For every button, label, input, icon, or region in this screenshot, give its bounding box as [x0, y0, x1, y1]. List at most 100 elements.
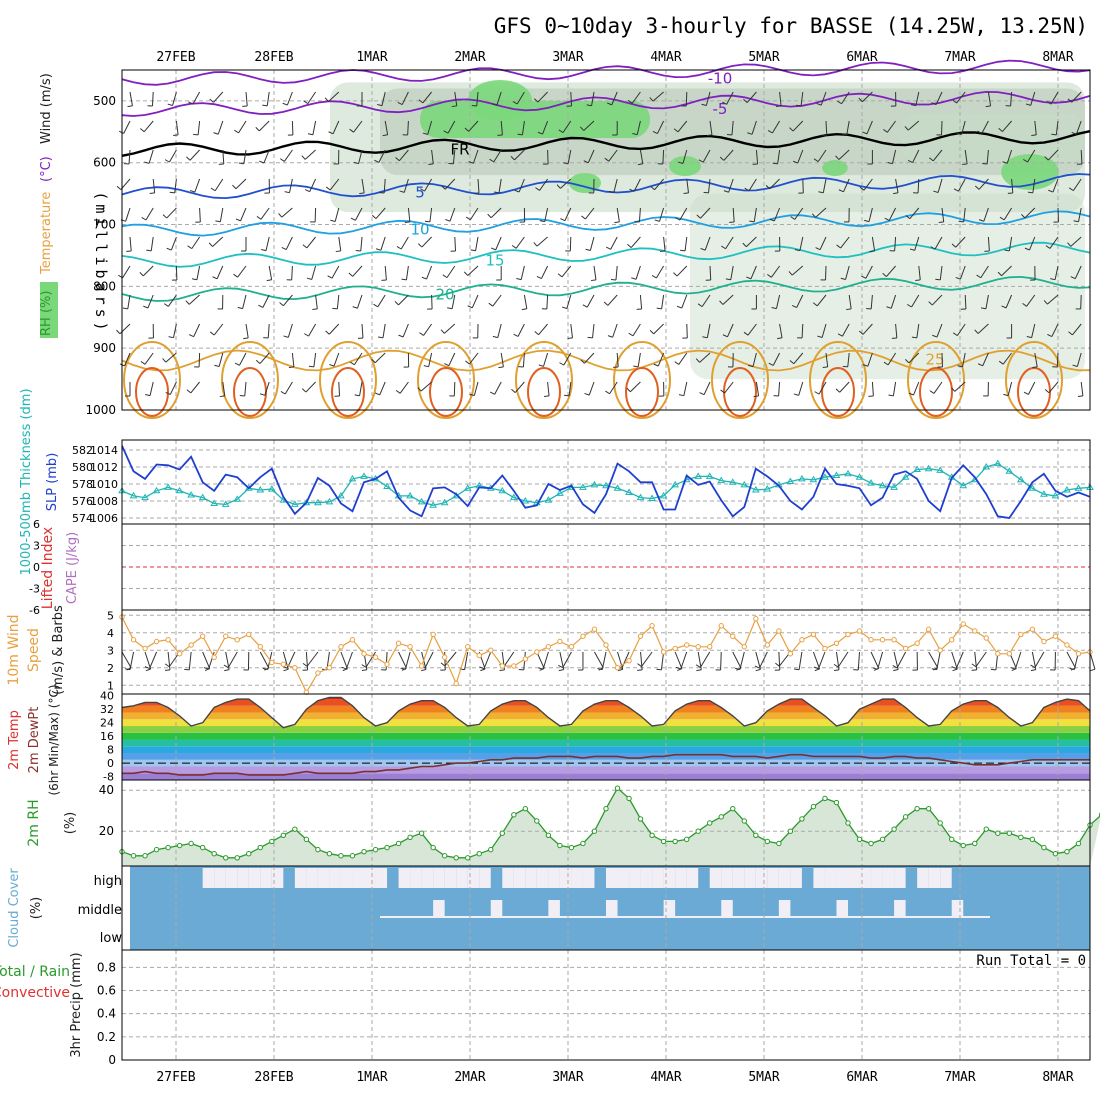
- wind-barb-flag: [514, 189, 520, 193]
- wind-barb-flag: [511, 388, 516, 393]
- wind-barb-flag: [744, 187, 750, 192]
- wind-barb-flag: [928, 301, 933, 306]
- thickness-point: [728, 478, 737, 485]
- wind-barb-flag: [325, 330, 330, 335]
- date-tick-label-bottom: 1MAR: [356, 1070, 387, 1085]
- wind-barb: [609, 381, 618, 395]
- wind-barb-flag: [998, 127, 1003, 132]
- wind-barb-flag: [516, 278, 522, 281]
- thickness-tick-label: 582: [72, 444, 93, 457]
- wind-barb: [423, 323, 433, 336]
- wind-barb-flag: [953, 188, 959, 192]
- cloud-middle-block: [778, 900, 791, 918]
- wind-barb-flag: [325, 186, 331, 191]
- wind-barb: [812, 651, 821, 670]
- slp-tick-label: 1012: [90, 461, 118, 474]
- wind-barb-flag: [306, 277, 312, 280]
- thickness-point: [164, 483, 172, 490]
- wind-barb: [265, 236, 270, 251]
- isotherm-line: [121, 130, 1091, 157]
- wind-barb-flag: [603, 301, 609, 306]
- wind-barb: [1047, 149, 1059, 161]
- wind-barb-flag: [341, 666, 347, 670]
- wind-barb: [755, 651, 761, 670]
- wind-barb-flag: [193, 133, 199, 136]
- wind-barb: [1024, 207, 1036, 219]
- cloud-high-block: [894, 868, 906, 888]
- wind-barb: [818, 651, 826, 669]
- wind-barb: [515, 236, 525, 249]
- wind-barb: [191, 236, 201, 249]
- thickness-point: [602, 481, 610, 489]
- wind-barb: [284, 381, 293, 395]
- wind-barb: [238, 352, 247, 366]
- slp-tick-label: 1006: [90, 512, 118, 525]
- wind-barb-flag: [538, 364, 544, 367]
- wind-barb: [961, 120, 966, 135]
- rh-point: [718, 814, 724, 820]
- wind-axis-label-line3: (m/s) & Barbs: [51, 605, 66, 695]
- wind-barb-flag: [511, 244, 517, 249]
- wind-speed-point: [522, 656, 529, 662]
- rh-point: [845, 820, 851, 826]
- cloud-high-block: [421, 868, 434, 888]
- wind-speed-point: [591, 626, 598, 632]
- wind-barb: [356, 294, 363, 309]
- wind-barb: [521, 120, 525, 135]
- cloud-high-block: [317, 868, 330, 888]
- wind-barb-flag: [537, 131, 543, 135]
- thickness-point: [648, 494, 656, 501]
- wind-barb: [1001, 265, 1012, 277]
- wind-barb-flag: [421, 276, 427, 280]
- wind-barb: [1066, 651, 1076, 669]
- wind-barb: [243, 149, 247, 164]
- wind-speed-point: [833, 640, 840, 646]
- wind-speed-point: [891, 637, 897, 643]
- wind-barb-flag: [951, 243, 956, 248]
- wind-barb: [916, 323, 920, 338]
- rh-point: [223, 855, 229, 861]
- thickness-point: [993, 459, 1002, 467]
- wind-barb-flag: [862, 131, 868, 135]
- wind-barb-flag: [255, 127, 260, 132]
- wind-barb-flag: [373, 303, 379, 308]
- thickness-point: [659, 491, 668, 499]
- rh-point: [776, 840, 782, 847]
- wind-barb-flag: [468, 161, 474, 164]
- rh-point: [1018, 834, 1024, 841]
- wind-barb: [794, 207, 804, 220]
- wind-barb-flag: [649, 330, 655, 335]
- isotherm-loop: [233, 367, 267, 417]
- wind-barb: [560, 178, 572, 189]
- thickness-tick-label: 574: [72, 512, 93, 525]
- wind-barb: [306, 651, 319, 667]
- cloud-high-block: [940, 868, 952, 888]
- wind-barb: [704, 236, 711, 251]
- rh-point: [591, 828, 598, 834]
- wind-barb-flag: [701, 103, 707, 107]
- cloud-high-block: [790, 868, 802, 888]
- wind-barb-flag: [772, 162, 778, 165]
- wind-barb: [385, 651, 388, 671]
- wind-barb: [260, 207, 270, 220]
- wind-barb: [119, 323, 131, 335]
- wind-barb-flag: [628, 332, 634, 337]
- cloud-high-block: [571, 868, 583, 888]
- wind-barb: [214, 178, 224, 192]
- wind-barb-flag: [719, 156, 725, 161]
- wind-barb: [570, 323, 574, 338]
- wind-barb: [771, 120, 781, 134]
- wind-barb-flag: [869, 250, 875, 253]
- rh-point: [269, 838, 275, 845]
- wind-barb: [684, 236, 688, 251]
- rh-point: [856, 836, 863, 843]
- wind-barb: [291, 265, 293, 281]
- wind-barb: [166, 207, 177, 219]
- wind-barb-flag: [1025, 103, 1031, 106]
- thickness-point: [267, 485, 276, 492]
- wind-barb-flag: [680, 249, 686, 252]
- wind-barb: [144, 352, 154, 365]
- wind-barb: [820, 91, 827, 106]
- cloud-high-block: [824, 868, 837, 888]
- temp-color-band: [122, 705, 1090, 713]
